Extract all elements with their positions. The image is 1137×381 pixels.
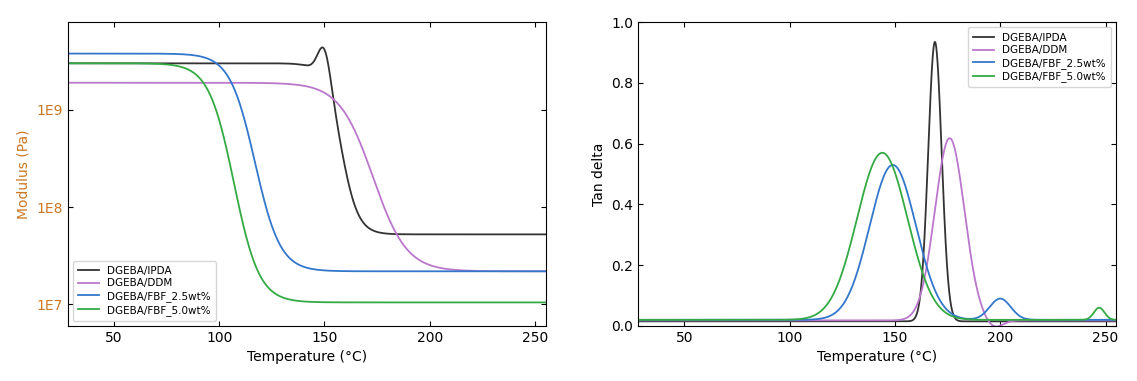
DGEBA/DDM	[115, 80, 128, 85]
DGEBA/IPDA	[836, 319, 849, 323]
DGEBA/FBF_2.5wt%	[143, 51, 157, 56]
DGEBA/DDM	[478, 269, 491, 273]
Line: DGEBA/FBF_5.0wt%: DGEBA/FBF_5.0wt%	[638, 153, 1117, 320]
DGEBA/IPDA	[143, 61, 157, 66]
DGEBA/IPDA	[1110, 319, 1123, 323]
DGEBA/FBF_2.5wt%	[836, 304, 849, 308]
DGEBA/IPDA	[115, 61, 128, 66]
DGEBA/IPDA	[631, 319, 645, 323]
DGEBA/FBF_5.0wt%	[836, 271, 849, 275]
DGEBA/FBF_5.0wt%	[714, 317, 728, 322]
DGEBA/FBF_5.0wt%	[244, 251, 258, 255]
X-axis label: Temperature (°C): Temperature (°C)	[818, 351, 937, 364]
DGEBA/FBF_2.5wt%	[115, 51, 128, 56]
DGEBA/IPDA	[60, 61, 74, 66]
DGEBA/FBF_2.5wt%	[814, 316, 828, 321]
DGEBA/FBF_2.5wt%	[539, 269, 553, 274]
DGEBA/FBF_2.5wt%	[886, 163, 899, 167]
X-axis label: Temperature (°C): Temperature (°C)	[247, 351, 366, 364]
DGEBA/IPDA	[814, 319, 828, 323]
DGEBA/DDM	[686, 318, 699, 323]
DGEBA/FBF_5.0wt%	[265, 288, 279, 293]
DGEBA/FBF_2.5wt%	[265, 223, 279, 227]
DGEBA/FBF_2.5wt%	[631, 317, 645, 322]
DGEBA/IPDA	[686, 319, 699, 323]
DGEBA/FBF_2.5wt%	[530, 269, 543, 274]
DGEBA/DDM	[244, 80, 258, 85]
DGEBA/FBF_5.0wt%	[875, 150, 889, 155]
DGEBA/IPDA	[1048, 319, 1062, 323]
DGEBA/IPDA	[539, 232, 553, 237]
DGEBA/FBF_5.0wt%	[143, 61, 157, 66]
DGEBA/FBF_2.5wt%	[60, 51, 74, 56]
Y-axis label: Modulus (Pa): Modulus (Pa)	[17, 129, 31, 219]
DGEBA/FBF_2.5wt%	[478, 269, 491, 274]
DGEBA/DDM	[530, 269, 543, 274]
DGEBA/FBF_5.0wt%	[530, 300, 543, 305]
DGEBA/FBF_5.0wt%	[478, 300, 491, 305]
DGEBA/IPDA	[315, 45, 329, 50]
DGEBA/DDM	[989, 324, 1003, 329]
DGEBA/FBF_5.0wt%	[814, 309, 828, 313]
DGEBA/FBF_2.5wt%	[244, 142, 258, 147]
DGEBA/DDM	[631, 318, 645, 323]
DGEBA/DDM	[714, 318, 728, 323]
DGEBA/IPDA	[1099, 319, 1113, 323]
DGEBA/IPDA	[244, 61, 258, 66]
DGEBA/IPDA	[928, 40, 941, 44]
DGEBA/DDM	[539, 269, 553, 274]
DGEBA/DDM	[143, 80, 157, 85]
Line: DGEBA/DDM: DGEBA/DDM	[67, 83, 546, 271]
Line: DGEBA/FBF_2.5wt%: DGEBA/FBF_2.5wt%	[638, 165, 1117, 320]
DGEBA/FBF_5.0wt%	[1048, 317, 1062, 322]
DGEBA/FBF_2.5wt%	[686, 317, 699, 322]
Line: DGEBA/DDM: DGEBA/DDM	[638, 138, 1117, 327]
DGEBA/IPDA	[530, 232, 543, 237]
DGEBA/FBF_2.5wt%	[714, 317, 728, 322]
DGEBA/DDM	[1048, 318, 1062, 323]
DGEBA/DDM	[1110, 318, 1123, 323]
Line: DGEBA/FBF_5.0wt%: DGEBA/FBF_5.0wt%	[67, 63, 546, 303]
DGEBA/FBF_2.5wt%	[1048, 317, 1062, 322]
DGEBA/IPDA	[265, 61, 279, 66]
DGEBA/DDM	[60, 80, 74, 85]
DGEBA/FBF_5.0wt%	[1110, 317, 1123, 322]
DGEBA/FBF_5.0wt%	[60, 61, 74, 66]
DGEBA/FBF_5.0wt%	[1099, 313, 1113, 318]
DGEBA/DDM	[814, 318, 828, 323]
DGEBA/FBF_2.5wt%	[1110, 317, 1123, 322]
DGEBA/DDM	[836, 318, 849, 323]
DGEBA/DDM	[265, 81, 279, 85]
Legend: DGEBA/IPDA, DGEBA/DDM, DGEBA/FBF_2.5wt%, DGEBA/FBF_5.0wt%: DGEBA/IPDA, DGEBA/DDM, DGEBA/FBF_2.5wt%,…	[968, 27, 1111, 87]
Line: DGEBA/FBF_2.5wt%: DGEBA/FBF_2.5wt%	[67, 54, 546, 271]
DGEBA/FBF_5.0wt%	[631, 317, 645, 322]
Line: DGEBA/IPDA: DGEBA/IPDA	[638, 42, 1117, 321]
DGEBA/IPDA	[478, 232, 491, 237]
Line: DGEBA/IPDA: DGEBA/IPDA	[67, 47, 546, 234]
Legend: DGEBA/IPDA, DGEBA/DDM, DGEBA/FBF_2.5wt%, DGEBA/FBF_5.0wt%: DGEBA/IPDA, DGEBA/DDM, DGEBA/FBF_2.5wt%,…	[73, 261, 216, 321]
DGEBA/DDM	[1101, 318, 1114, 323]
DGEBA/FBF_5.0wt%	[539, 300, 553, 305]
Y-axis label: Tan delta: Tan delta	[591, 142, 606, 206]
DGEBA/IPDA	[714, 319, 728, 323]
DGEBA/FBF_5.0wt%	[686, 317, 699, 322]
DGEBA/FBF_5.0wt%	[115, 61, 128, 66]
DGEBA/FBF_2.5wt%	[1099, 317, 1113, 322]
DGEBA/DDM	[943, 136, 956, 141]
